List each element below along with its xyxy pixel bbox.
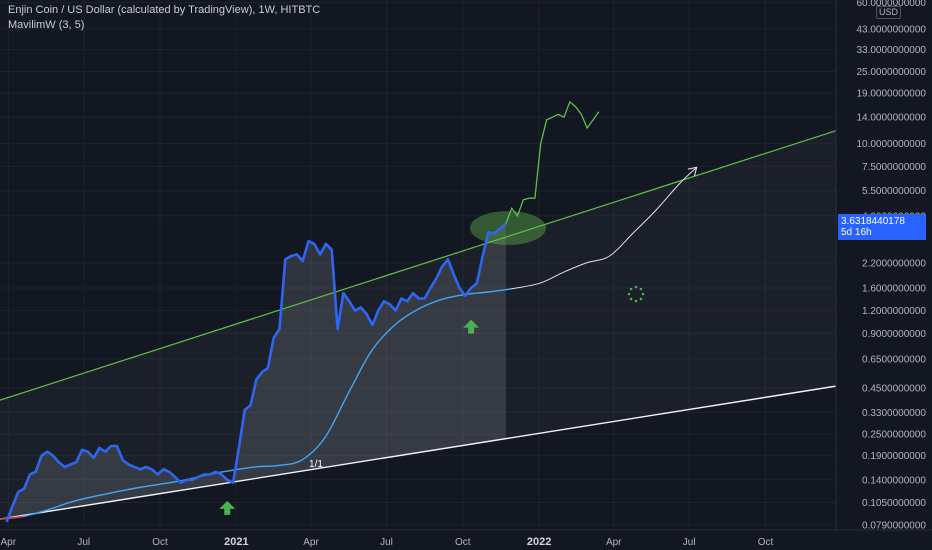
arrowhead-stroke: [687, 166, 698, 177]
loading-spinner-icon: [627, 285, 645, 303]
y-tick-label: 2.2000000000: [862, 258, 926, 269]
last-price-tag: 3.6318440178 5d 16h: [838, 214, 926, 240]
breakout-highlight: [470, 211, 546, 245]
upper-channel-line: [0, 130, 837, 401]
buy-signal-arrow-icon: [219, 500, 236, 515]
buy-signal-arrow-icon: [463, 319, 480, 334]
x-tick-label: Apr: [303, 537, 319, 548]
y-tick-label: 7.5000000000: [862, 162, 926, 173]
x-tick-label: 2021: [224, 536, 248, 548]
y-tick-label: 10.0000000000: [856, 139, 926, 150]
spinner-dot: [627, 292, 631, 296]
spinner-dot: [634, 285, 638, 289]
y-tick-label: 0.2500000000: [862, 430, 926, 441]
x-tick-label: Oct: [152, 537, 168, 548]
y-tick-label: 1.6000000000: [862, 283, 926, 294]
mavilim-red-segment: [0, 515, 24, 520]
x-tick-label: 2022: [527, 536, 551, 548]
time-scale[interactable]: Apr Jul Oct 2021 Apr Jul Oct 2022 Apr Jul Oct: [1, 536, 774, 548]
projection-arrowhead: [687, 166, 698, 177]
price-area: [6, 223, 506, 522]
y-tick-label: 60.0000000000: [856, 0, 926, 9]
currency-badge[interactable]: USD: [876, 6, 902, 19]
y-tick-label: 19.0000000000: [856, 89, 926, 100]
y-tick-label: 25.0000000000: [856, 67, 926, 78]
y-tick-label: 0.6500000000: [862, 354, 926, 365]
y-tick-label: 0.0790000000: [862, 520, 926, 531]
spinner-dot: [639, 287, 643, 291]
bar-countdown: 5d 16h: [841, 227, 872, 238]
spinner-dot: [639, 297, 643, 301]
y-tick-label: 43.0000000000: [856, 24, 926, 35]
last-price: 3.6318440178: [841, 216, 905, 227]
projection-line: [505, 100, 600, 224]
y-tick-label: 5.5000000000: [862, 186, 926, 197]
indicator-label[interactable]: MavilimW (3, 5): [8, 19, 85, 31]
y-tick-label: 0.1400000000: [862, 475, 926, 486]
spinner-dot: [634, 299, 638, 303]
y-tick-label: 0.4500000000: [862, 383, 926, 394]
y-tick-label: 0.1900000000: [862, 451, 926, 462]
x-tick-label: Apr: [606, 537, 622, 548]
spinner-dot: [629, 297, 633, 301]
spinner-dot: [641, 292, 645, 296]
y-tick-label: 0.9000000000: [862, 329, 926, 340]
symbol-title: Enjin Coin / US Dollar (calculated by Tr…: [8, 4, 321, 16]
y-tick-label: 1.2000000000: [862, 306, 926, 317]
price-scale[interactable]: 60.0000000000 43.0000000000 33.0000000000 2…: [856, 0, 926, 531]
x-tick-label: Oct: [758, 537, 774, 548]
y-tick-label: 33.0000000000: [856, 45, 926, 56]
lower-channel-line: [0, 385, 837, 520]
ratio-label: 1/1: [309, 459, 323, 470]
price-line: [5, 222, 507, 523]
mavilim-projection-line: [510, 167, 698, 290]
x-tick-label: Jul: [380, 537, 393, 548]
x-tick-label: Oct: [455, 537, 471, 548]
x-tick-label: Apr: [1, 537, 17, 548]
y-tick-label: 0.3300000000: [862, 408, 926, 419]
mavilim-line: [0, 288, 511, 520]
x-tick-label: Jul: [77, 537, 90, 548]
y-tick-label: 14.0000000000: [856, 113, 926, 124]
chart-header: Enjin Coin / US Dollar (calculated by Tr…: [8, 4, 320, 32]
spinner-dot: [629, 287, 633, 291]
x-tick-label: Jul: [683, 537, 696, 548]
y-tick-label: 0.1050000000: [862, 498, 926, 509]
